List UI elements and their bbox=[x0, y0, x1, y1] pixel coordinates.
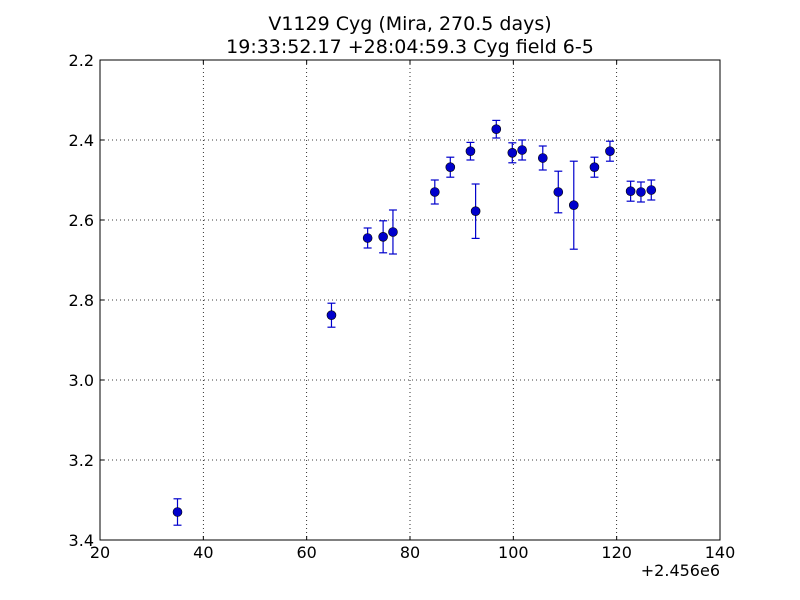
data-point bbox=[429, 187, 440, 197]
x-tick-label: 80 bbox=[400, 543, 420, 562]
data-point bbox=[465, 146, 476, 156]
data-point bbox=[507, 148, 518, 158]
data-point-group bbox=[362, 227, 373, 249]
chart-subtitle: 19:33:52.17 +28:04:59.3 Cyg field 6-5 bbox=[226, 36, 594, 58]
data-point bbox=[605, 146, 615, 156]
data-series bbox=[172, 119, 657, 526]
data-point-group bbox=[429, 179, 440, 205]
data-point-group bbox=[388, 209, 398, 255]
data-point bbox=[537, 153, 548, 163]
data-point-group bbox=[553, 170, 564, 214]
data-point-group bbox=[605, 140, 615, 162]
plot-frame bbox=[99, 59, 721, 541]
x-tick-label: 40 bbox=[193, 543, 213, 562]
data-point-group bbox=[326, 302, 337, 328]
x-tick-label: 140 bbox=[705, 543, 736, 562]
data-point-group bbox=[491, 119, 502, 139]
data-point-group bbox=[507, 142, 518, 164]
data-point bbox=[491, 124, 502, 134]
data-point-group bbox=[465, 141, 476, 161]
y-tick-label: 2.2 bbox=[69, 51, 94, 70]
x-tick-label: 20 bbox=[90, 543, 110, 562]
data-point bbox=[589, 162, 600, 172]
data-point bbox=[517, 145, 527, 155]
x-tick-label: 120 bbox=[601, 543, 632, 562]
data-point-group bbox=[589, 156, 600, 178]
y-tick-label: 3.2 bbox=[69, 451, 94, 470]
data-point bbox=[445, 162, 456, 172]
y-tick-label: 2.8 bbox=[69, 291, 94, 310]
x-tick-label: 100 bbox=[498, 543, 529, 562]
axis-tick-labels: 20 40 60 80 100 120 140 2.2 2.4 2.6 2.8 3.0 3.2 3.4 bbox=[69, 51, 736, 562]
data-point bbox=[388, 227, 398, 237]
data-point-group bbox=[172, 498, 183, 526]
data-point bbox=[646, 185, 657, 195]
grid bbox=[100, 60, 720, 540]
data-point bbox=[636, 187, 646, 197]
data-point bbox=[470, 206, 481, 216]
data-point bbox=[362, 233, 373, 243]
y-tick-label: 3.0 bbox=[69, 371, 94, 390]
data-point-group bbox=[445, 156, 456, 178]
x-tick-label: 60 bbox=[296, 543, 316, 562]
data-point bbox=[568, 200, 579, 210]
data-point bbox=[326, 310, 337, 321]
data-point-group bbox=[646, 179, 657, 201]
chart-title: V1129 Cyg (Mira, 270.5 days) bbox=[268, 13, 551, 35]
y-tick-label: 2.4 bbox=[69, 131, 94, 150]
data-point bbox=[172, 507, 183, 517]
data-point bbox=[553, 187, 564, 197]
data-point-group bbox=[568, 160, 579, 250]
data-point-group bbox=[470, 183, 481, 239]
data-point-group bbox=[636, 181, 646, 203]
data-point-group bbox=[625, 180, 636, 202]
y-tick-label: 2.6 bbox=[69, 211, 94, 230]
data-point bbox=[625, 186, 636, 196]
y-tick-label: 3.4 bbox=[69, 531, 94, 550]
data-point-group bbox=[537, 145, 548, 171]
data-point bbox=[378, 232, 388, 242]
data-point-group bbox=[378, 220, 388, 254]
x-axis-offset-label: +2.456e6 bbox=[641, 561, 720, 580]
data-point-group bbox=[517, 139, 527, 161]
